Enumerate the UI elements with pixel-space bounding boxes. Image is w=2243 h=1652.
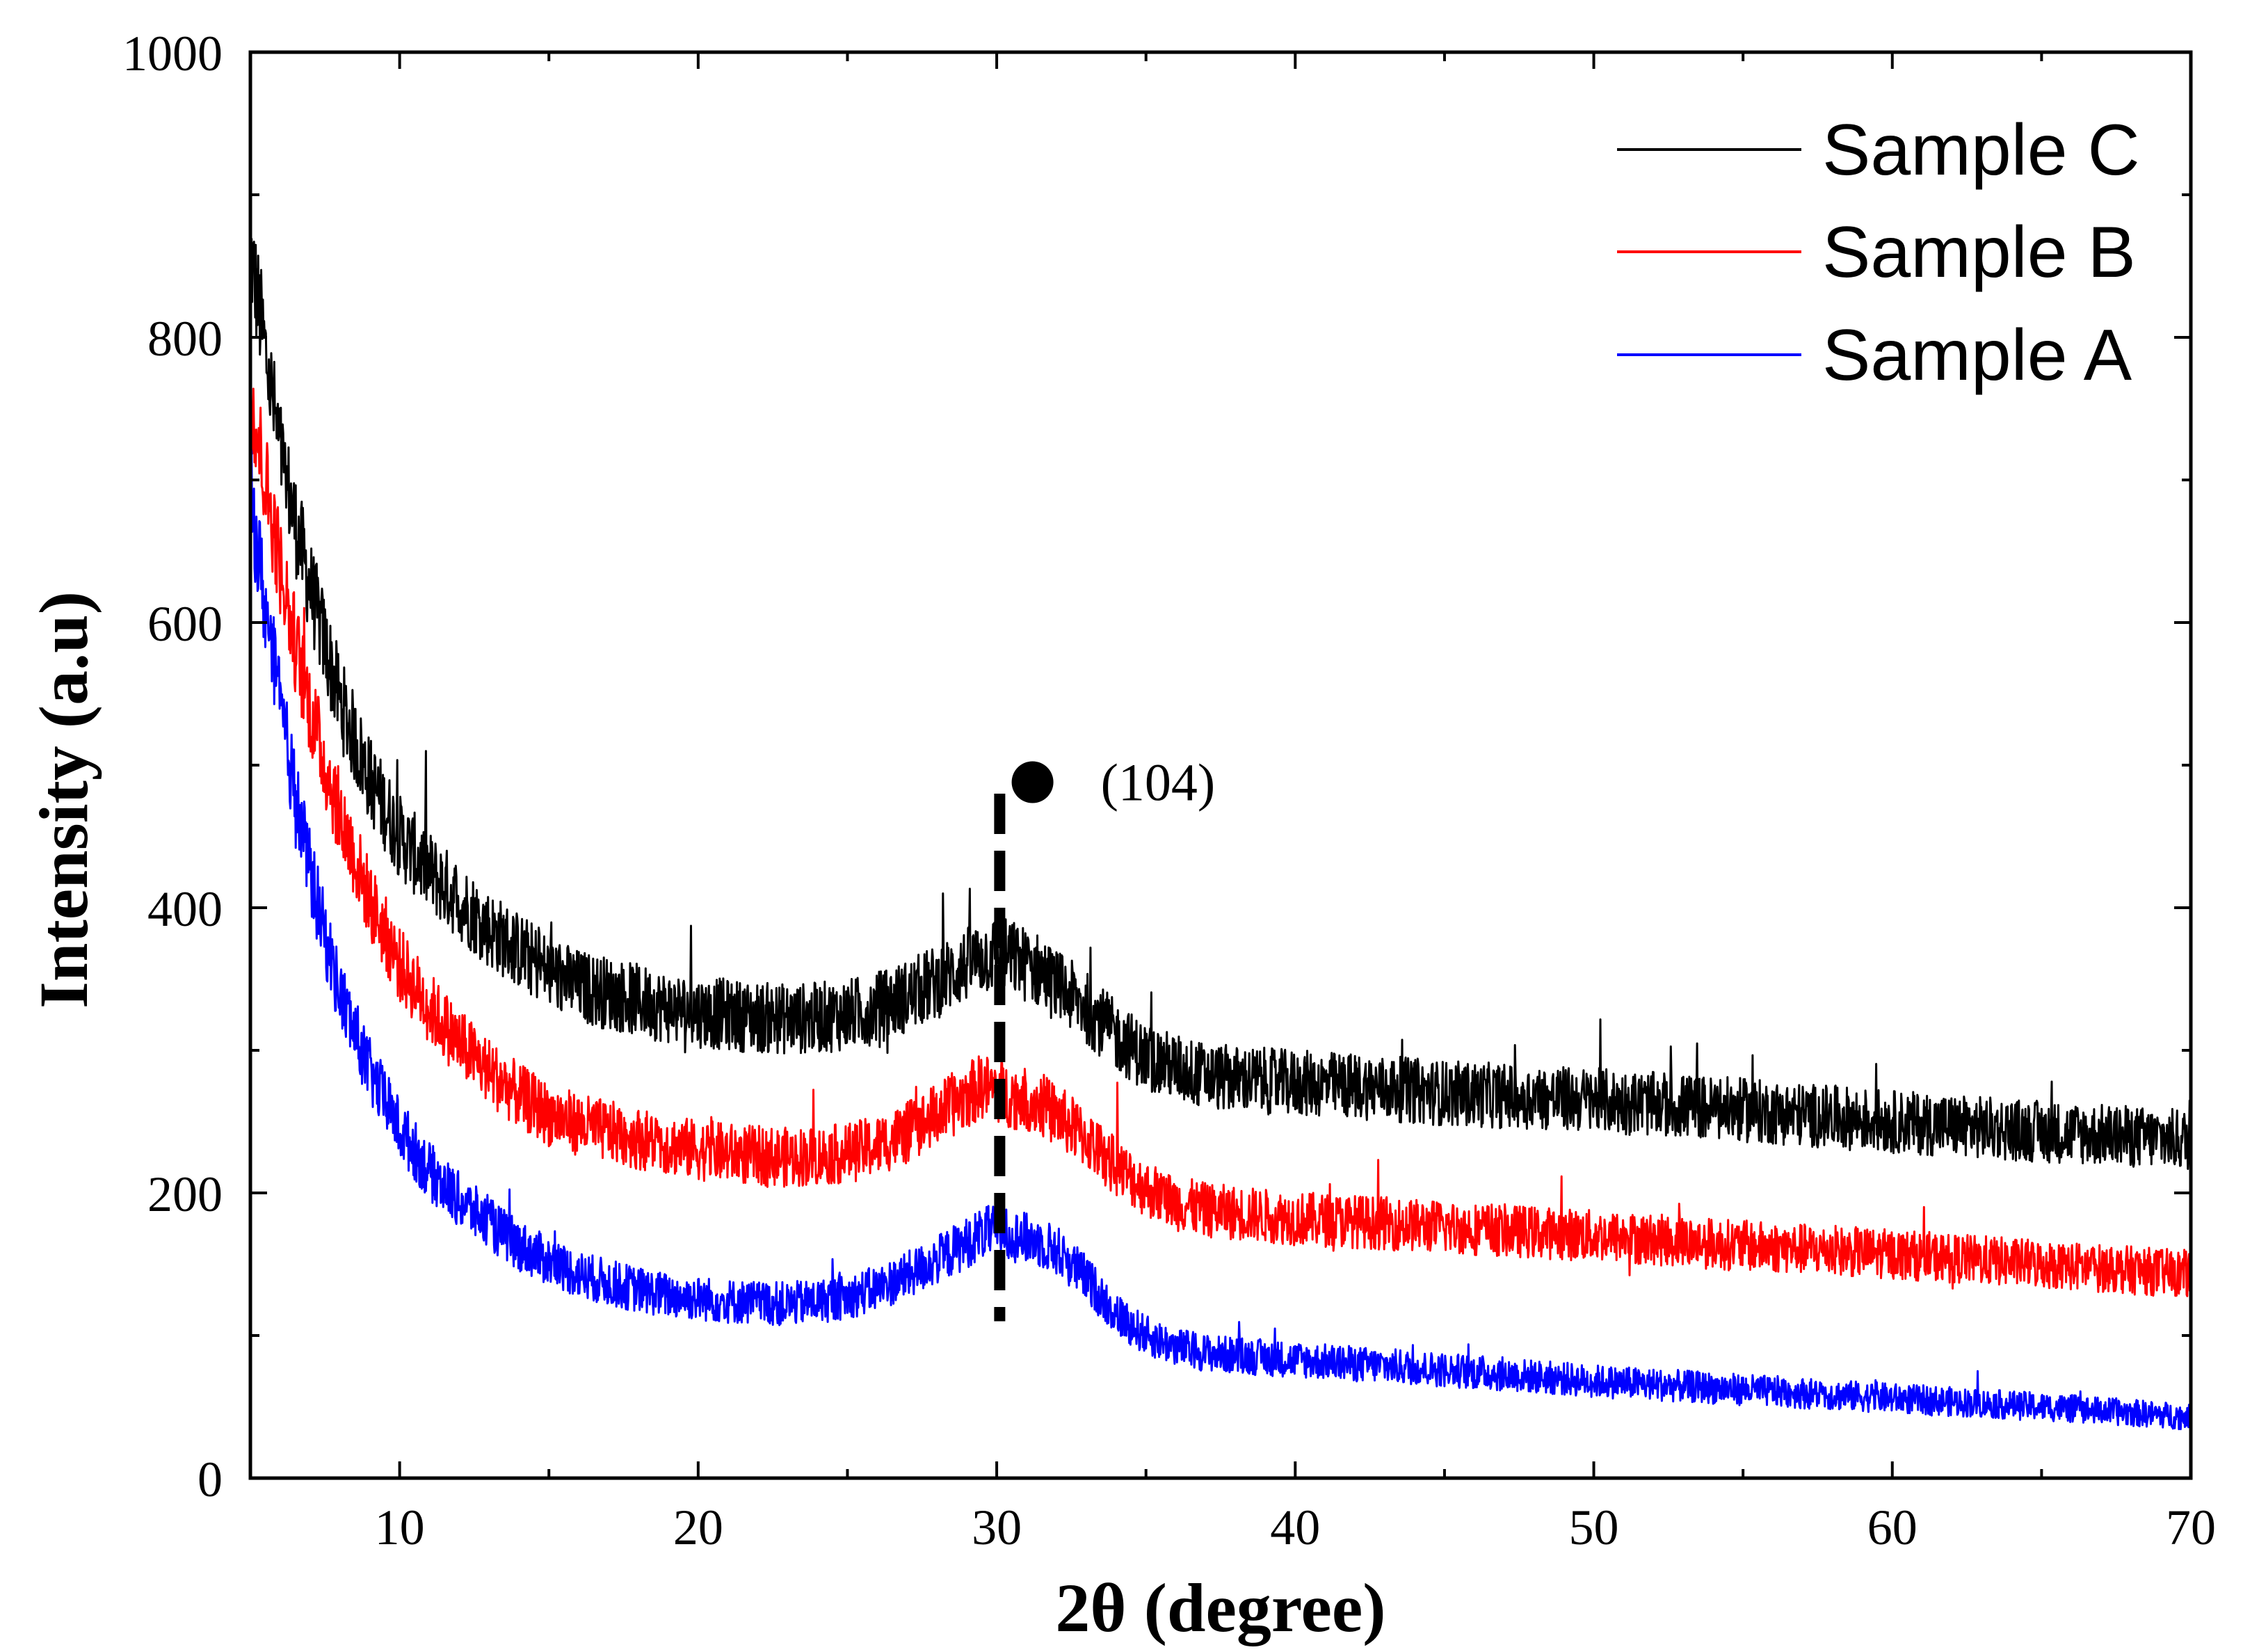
peak-marker-circle [1011, 761, 1054, 803]
x-tick-label: 50 [1569, 1500, 1619, 1555]
legend: Sample C Sample B Sample A [1617, 110, 2140, 396]
series-line-sample-c [249, 233, 2192, 1170]
x-tick-label: 40 [1270, 1500, 1320, 1555]
legend-label-sample-b: Sample B [1822, 212, 2136, 293]
annotation-layer: (104) [1011, 754, 1216, 812]
series-line-sample-a [249, 447, 2192, 1431]
x-tick-label: 20 [673, 1500, 723, 1555]
series-layer [249, 233, 2192, 1431]
peak-label: (104) [1101, 754, 1216, 812]
y-tick-label: 600 [147, 596, 223, 652]
y-tick-label: 800 [147, 311, 223, 367]
x-tick-label: 60 [1867, 1500, 1918, 1555]
x-tick-label: 70 [2166, 1500, 2216, 1555]
legend-label-sample-a: Sample A [1822, 315, 2132, 396]
y-tick-label: 0 [198, 1452, 223, 1507]
series-line-sample-b [249, 384, 2192, 1297]
y-tick-label: 400 [147, 881, 223, 937]
y-tick-label: 1000 [122, 26, 223, 81]
x-tick-label: 30 [972, 1500, 1022, 1555]
x-axis-title: 2θ (degree) [1055, 1569, 1385, 1646]
legend-label-sample-c: Sample C [1822, 110, 2140, 191]
ticks-layer: 10 20 30 40 50 60 70 0 200 400 600 800 1000 [122, 26, 2216, 1555]
x-tick-label: 10 [375, 1500, 425, 1555]
y-axis-title: Intensity (a.u) [25, 591, 102, 1009]
y-tick-label: 200 [147, 1166, 223, 1222]
